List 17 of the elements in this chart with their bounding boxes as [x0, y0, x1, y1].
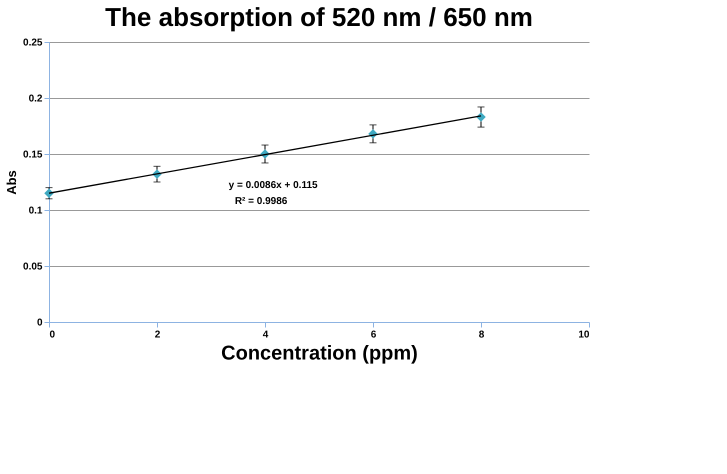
x-tick-label: 2 [154, 330, 161, 340]
x-tick-label: 8 [478, 330, 485, 340]
chart-title: The absorption of 520 nm / 650 nm [105, 2, 533, 32]
y-tick-label: 0.1 [28, 206, 43, 216]
x-tick-label: 6 [370, 330, 377, 340]
annotation: R² = 0.9986 [234, 196, 288, 207]
y-axis-title: Abs [4, 170, 20, 195]
x-tick-label: 10 [578, 330, 590, 340]
y-tick-label: 0.25 [23, 38, 43, 48]
x-tick-label: 0 [50, 330, 56, 340]
y-tick-label: 0.2 [28, 94, 43, 104]
y-tick-label: 0 [36, 318, 43, 328]
x-tick-label: 4 [262, 330, 269, 340]
y-tick-label: 0.05 [23, 262, 43, 272]
x-axis-title: Concentration (ppm) [221, 342, 418, 364]
annotation: y = 0.0086x + 0.115 [228, 180, 318, 191]
y-tick-label: 0.15 [23, 150, 43, 160]
